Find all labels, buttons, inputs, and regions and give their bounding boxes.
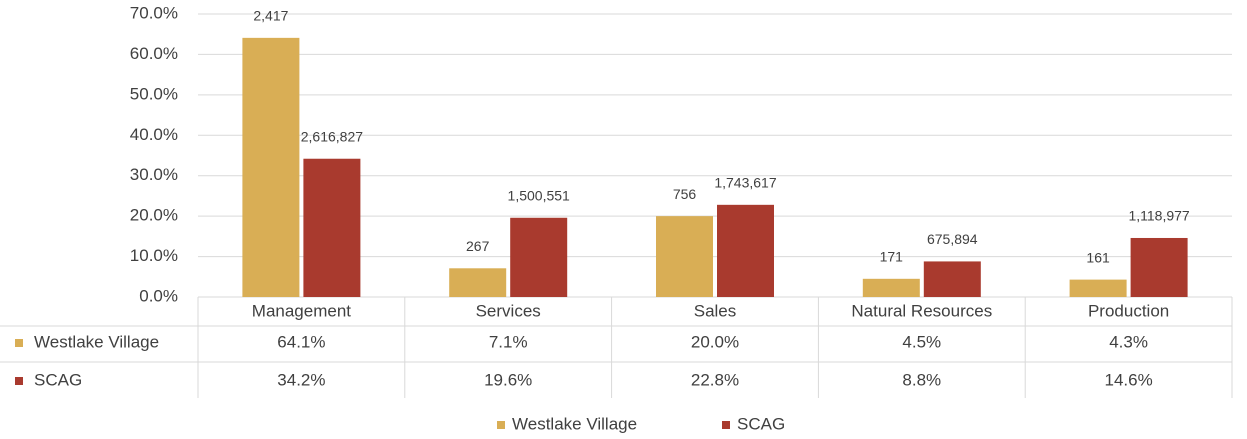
data-label: 1,743,617 <box>714 175 776 191</box>
y-tick-label: 10.0% <box>130 246 178 265</box>
data-label: 267 <box>466 238 490 254</box>
table-cell: 4.3% <box>1109 332 1148 351</box>
table-cell: 4.5% <box>902 332 941 351</box>
table-legend-marker <box>15 377 23 385</box>
data-label: 756 <box>673 186 697 202</box>
bar <box>1069 279 1127 297</box>
x-tick-label: Management <box>252 301 352 320</box>
table-cell: 19.6% <box>484 370 532 389</box>
table-legend-label: Westlake Village <box>34 332 159 351</box>
table-cell: 34.2% <box>277 370 325 389</box>
x-tick-label: Natural Resources <box>851 301 992 320</box>
bar <box>717 204 774 297</box>
table-cell: 7.1% <box>489 332 528 351</box>
table-cell: 64.1% <box>277 332 325 351</box>
legend-marker <box>722 421 730 429</box>
data-label: 2,417 <box>253 8 288 24</box>
y-tick-label: 70.0% <box>130 3 178 22</box>
x-tick-label: Production <box>1088 301 1169 320</box>
bar <box>862 278 920 297</box>
table-cell: 20.0% <box>691 332 739 351</box>
legend-label: SCAG <box>737 414 785 433</box>
y-tick-label: 0.0% <box>139 286 178 305</box>
bar <box>656 216 713 297</box>
y-tick-label: 20.0% <box>130 206 178 225</box>
bar <box>242 37 300 298</box>
legend-label: Westlake Village <box>512 414 637 433</box>
data-label: 1,500,551 <box>508 187 570 203</box>
data-label: 161 <box>1086 249 1110 265</box>
bar <box>1130 237 1188 297</box>
data-label: 2,616,827 <box>301 128 363 144</box>
x-tick-label: Services <box>476 301 541 320</box>
legend-marker <box>497 421 505 429</box>
data-label: 1,118,977 <box>1128 208 1189 224</box>
bar <box>449 268 507 297</box>
y-tick-label: 30.0% <box>130 165 178 184</box>
x-tick-label: Sales <box>694 301 737 320</box>
bar <box>510 217 568 297</box>
bar <box>303 158 361 297</box>
table-cell: 22.8% <box>691 370 739 389</box>
data-label: 675,894 <box>927 231 978 247</box>
y-tick-label: 40.0% <box>130 125 178 144</box>
data-label: 171 <box>880 249 904 265</box>
table-legend-label: SCAG <box>34 370 82 389</box>
table-cell: 14.6% <box>1104 370 1152 389</box>
y-tick-label: 50.0% <box>130 84 178 103</box>
table-legend-marker <box>15 339 23 347</box>
bar <box>923 261 981 297</box>
table-cell: 8.8% <box>902 370 941 389</box>
y-tick-label: 60.0% <box>130 44 178 63</box>
